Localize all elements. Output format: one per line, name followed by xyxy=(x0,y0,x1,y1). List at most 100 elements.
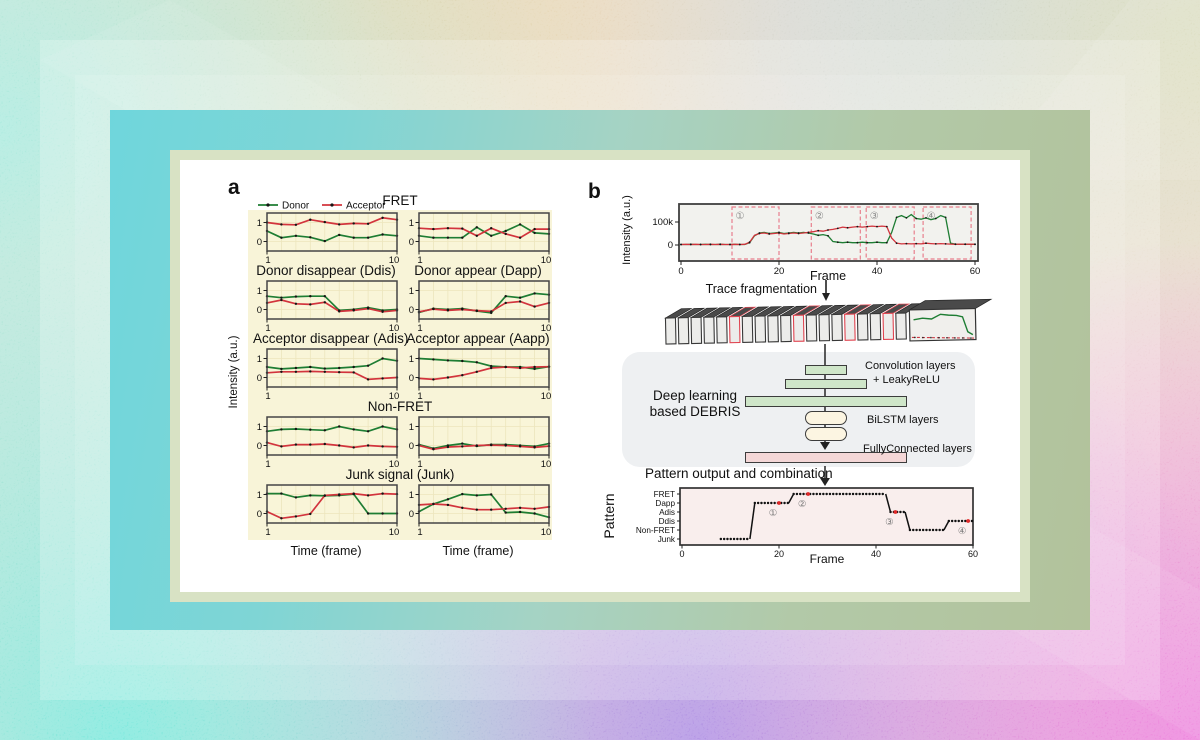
svg-text:①: ① xyxy=(769,508,778,519)
nonfret-left-chart: 1 10 0 1 xyxy=(253,415,399,477)
svg-text:1: 1 xyxy=(409,354,414,365)
title-adis: Acceptor disappear (Adis) xyxy=(253,331,409,346)
ddis-chart: 1 10 0 1 xyxy=(253,279,399,341)
svg-text:Non-FRET: Non-FRET xyxy=(636,526,675,535)
trace-fragmentation-label: Trace fragmentation xyxy=(705,282,817,296)
arrowhead-icon xyxy=(820,478,830,486)
svg-text:1: 1 xyxy=(257,286,262,297)
svg-text:0: 0 xyxy=(257,509,262,520)
svg-text:10: 10 xyxy=(389,527,399,538)
svg-text:10: 10 xyxy=(389,459,399,470)
svg-text:④: ④ xyxy=(958,526,967,537)
svg-text:10: 10 xyxy=(389,255,399,266)
bilstm-layer-2 xyxy=(805,427,847,441)
conv-layer-1 xyxy=(805,365,847,375)
fret-right-chart: 1 10 0 1 xyxy=(405,211,551,273)
svg-text:0: 0 xyxy=(409,441,414,452)
dapp-chart: 1 10 0 1 xyxy=(405,279,551,341)
aapp-chart: 1 10 0 1 xyxy=(405,347,551,409)
arrowhead-icon xyxy=(820,442,830,450)
svg-text:1: 1 xyxy=(265,323,270,334)
svg-text:②: ② xyxy=(798,499,807,510)
svg-text:10: 10 xyxy=(541,323,551,334)
svg-text:Ddis: Ddis xyxy=(659,517,675,526)
svg-text:④: ④ xyxy=(927,211,936,222)
title-aapp: Acceptor appear (Aapp) xyxy=(406,331,550,346)
svg-text:100k: 100k xyxy=(652,217,673,228)
svg-text:0: 0 xyxy=(257,305,262,316)
svg-text:10: 10 xyxy=(541,391,551,402)
svg-text:Adis: Adis xyxy=(659,508,675,517)
adis-chart: 1 10 0 1 xyxy=(253,347,399,409)
arrow-down-icon xyxy=(822,280,830,301)
svg-text:10: 10 xyxy=(389,323,399,334)
svg-text:1: 1 xyxy=(409,422,414,433)
svg-text:10: 10 xyxy=(389,391,399,402)
deep-learning-container xyxy=(622,352,975,467)
svg-text:0: 0 xyxy=(257,373,262,384)
acceptor-marker-icon xyxy=(330,203,334,207)
svg-text:0: 0 xyxy=(668,240,673,251)
svg-text:0: 0 xyxy=(409,237,414,248)
legend-donor-label: Donor xyxy=(282,201,310,212)
svg-text:FRET: FRET xyxy=(654,490,675,499)
svg-text:40: 40 xyxy=(871,549,881,559)
fragment-stack-diagram xyxy=(658,298,994,352)
title-junk: Junk signal (Junk) xyxy=(345,467,455,482)
svg-text:10: 10 xyxy=(541,527,551,538)
legend-acceptor-label: Acceptor xyxy=(346,201,386,212)
svg-text:0: 0 xyxy=(257,441,262,452)
intensity-trace-chart: ① ② ③ ④ 100k 0 0 20 40 60 Frame xyxy=(635,196,985,284)
svg-text:10: 10 xyxy=(541,459,551,470)
svg-text:0: 0 xyxy=(257,237,262,248)
svg-text:40: 40 xyxy=(872,266,883,277)
svg-text:10: 10 xyxy=(541,255,551,266)
svg-text:1: 1 xyxy=(417,527,422,538)
panel-a-legend: Donor Acceptor xyxy=(258,201,386,212)
svg-text:1: 1 xyxy=(265,255,270,266)
bilstm-layer-1 xyxy=(805,411,847,425)
svg-text:0: 0 xyxy=(678,266,683,277)
dl-name-line2: based DEBRIS xyxy=(649,404,741,419)
pattern-output-label: Pattern output and combination xyxy=(645,466,833,481)
fc-label: FullyConnected layers xyxy=(863,443,972,455)
svg-text:1: 1 xyxy=(265,527,270,538)
title-ddis: Donor disappear (Ddis) xyxy=(256,263,396,278)
title-fret: FRET xyxy=(382,193,418,208)
title-dapp: Donor appear (Dapp) xyxy=(414,263,542,278)
panel-a-ylabel: Intensity (a.u.) xyxy=(228,335,240,409)
fully-connected-layer xyxy=(745,452,907,463)
panel-b-label: b xyxy=(588,180,601,203)
dl-name: Deep learning based DEBRIS xyxy=(632,388,758,420)
svg-text:③: ③ xyxy=(885,517,894,528)
svg-text:1: 1 xyxy=(417,323,422,334)
donor-marker-icon xyxy=(266,203,270,207)
pattern-chart: Pattern FRET Dapp Adis Ddis Non-FRET Junk ① ② ③ ④ 0… xyxy=(600,486,990,566)
svg-text:1: 1 xyxy=(257,218,262,229)
svg-text:1: 1 xyxy=(257,490,262,501)
fret-left-chart: 1 10 0 1 xyxy=(253,211,399,273)
conv-label: Convolution layers xyxy=(865,360,956,372)
svg-text:Pattern: Pattern xyxy=(601,493,617,538)
svg-text:1: 1 xyxy=(257,354,262,365)
svg-text:1: 1 xyxy=(257,422,262,433)
svg-text:60: 60 xyxy=(968,549,978,559)
panel-a-label: a xyxy=(228,176,240,199)
svg-text:60: 60 xyxy=(970,266,981,277)
svg-text:①: ① xyxy=(736,211,745,222)
title-nonfret: Non-FRET xyxy=(367,399,433,414)
svg-text:Dapp: Dapp xyxy=(655,499,675,508)
panel-b-ylabel: Intensity (a.u.) xyxy=(621,195,633,265)
svg-text:20: 20 xyxy=(774,266,785,277)
dl-name-line1: Deep learning xyxy=(652,388,738,403)
figure-card: a Donor Acceptor FRET Intensity (a.u.) 1… xyxy=(180,160,1020,592)
svg-text:1: 1 xyxy=(417,459,422,470)
svg-text:②: ② xyxy=(815,211,824,222)
panel-a-xlabel-right: Time (frame) xyxy=(442,544,514,558)
junk-left-chart: 1 10 0 1 xyxy=(253,483,399,545)
svg-text:1: 1 xyxy=(265,459,270,470)
svg-text:1: 1 xyxy=(409,286,414,297)
svg-text:20: 20 xyxy=(774,549,784,559)
bilstm-label: BiLSTM layers xyxy=(867,414,939,426)
svg-text:1: 1 xyxy=(409,218,414,229)
